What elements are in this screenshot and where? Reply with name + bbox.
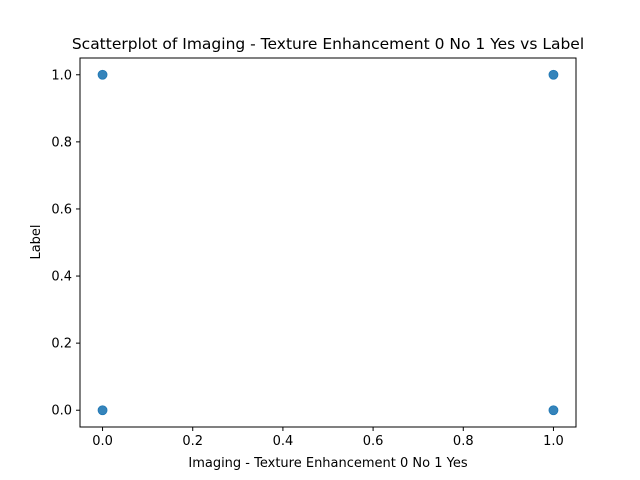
scatter-point bbox=[548, 405, 559, 416]
x-tick-label: 0.4 bbox=[273, 434, 294, 449]
x-tick-label: 0.2 bbox=[182, 434, 203, 449]
y-tick-label: 0.4 bbox=[51, 270, 72, 285]
chart-title: Scatterplot of Imaging - Texture Enhance… bbox=[72, 35, 584, 53]
plot-frame bbox=[79, 57, 577, 428]
x-tick-label: 0.8 bbox=[453, 434, 474, 449]
data-points bbox=[97, 69, 559, 416]
x-axis-label: Imaging - Texture Enhancement 0 No 1 Yes bbox=[188, 456, 467, 471]
y-tick-label: 1.0 bbox=[51, 68, 72, 83]
x-tick-label: 0.0 bbox=[92, 434, 113, 449]
x-tick-label: 1.0 bbox=[543, 434, 564, 449]
scatter-point bbox=[97, 405, 108, 416]
scatter-point bbox=[548, 69, 559, 80]
y-axis-label: Label bbox=[29, 224, 44, 259]
x-tick-label: 0.6 bbox=[363, 434, 384, 449]
scatter-point bbox=[97, 69, 108, 80]
y-tick-label: 0.6 bbox=[51, 202, 72, 217]
y-tick-label: 0.2 bbox=[51, 337, 72, 352]
y-tick-label: 0.0 bbox=[51, 404, 72, 419]
y-tick-label: 0.8 bbox=[51, 135, 72, 150]
x-axis-ticks: 0.0 0.2 0.4 0.6 0.8 1.0 bbox=[92, 427, 564, 449]
y-axis-ticks: 0.0 0.2 0.4 0.6 0.8 1.0 bbox=[51, 68, 80, 419]
